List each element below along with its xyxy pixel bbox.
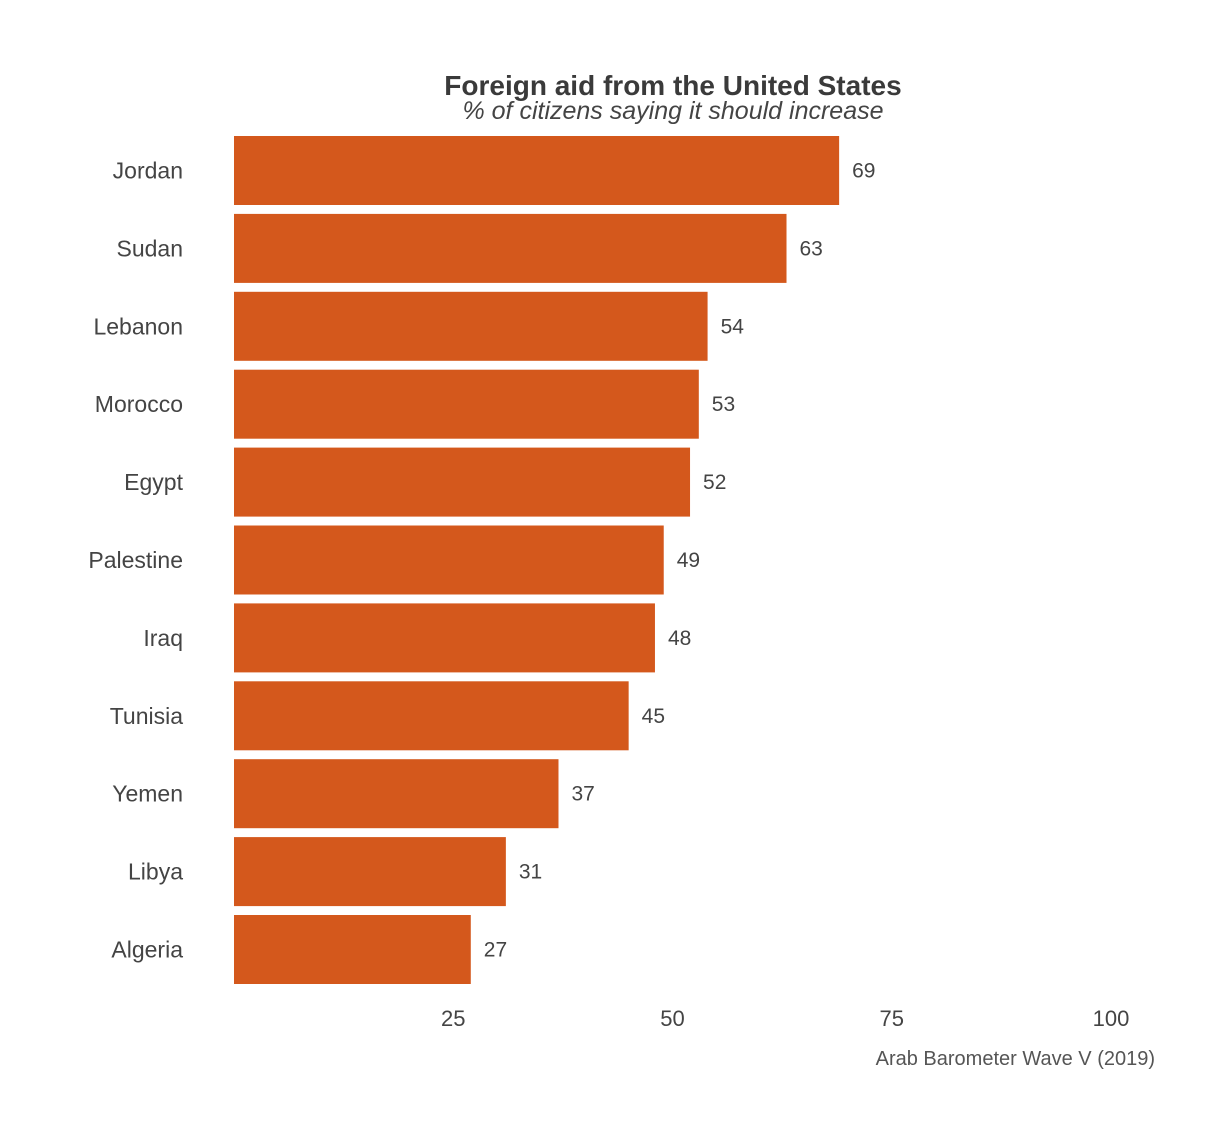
category-labels: Jordan Sudan Lebanon Morocco Egypt Palestine I…: [88, 158, 183, 963]
bar-jordan: [234, 136, 840, 205]
value-label: 37: [571, 783, 594, 806]
category-label: Yemen: [112, 781, 183, 807]
value-label: 52: [703, 471, 726, 494]
bar-tunisia: [234, 681, 629, 751]
category-label: Palestine: [88, 547, 183, 573]
category-label: Lebanon: [93, 313, 183, 339]
chart-title: Foreign aid from the United States: [444, 70, 901, 101]
bar-iraq: [234, 603, 655, 673]
value-label: 49: [677, 549, 700, 572]
category-label: Libya: [128, 859, 183, 885]
value-label: 48: [668, 627, 691, 650]
bar-yemen: [234, 759, 559, 829]
category-label: Tunisia: [110, 703, 183, 729]
value-label: 27: [484, 939, 507, 962]
x-tick-label: 75: [880, 1006, 904, 1031]
chart-caption: Arab Barometer Wave V (2019): [876, 1048, 1155, 1070]
category-label: Sudan: [116, 235, 183, 261]
bars-group: [234, 136, 840, 984]
value-labels: 69 63 54 53 52 49 48 45 37 31 27: [484, 160, 876, 962]
category-label: Algeria: [111, 937, 183, 963]
category-label: Morocco: [95, 391, 183, 417]
bar-morocco: [234, 369, 699, 439]
chart-subtitle: % of citizens saying it should increase: [462, 97, 883, 125]
value-label: 45: [642, 705, 665, 728]
bar-sudan: [234, 213, 787, 283]
category-label: Jordan: [113, 158, 183, 184]
x-tick-label: 25: [441, 1006, 465, 1031]
value-label: 54: [721, 315, 745, 338]
x-tick-label: 50: [660, 1006, 684, 1031]
value-label: 69: [852, 160, 875, 183]
value-label: 63: [800, 237, 823, 260]
value-label: 53: [712, 393, 735, 416]
value-label: 31: [519, 861, 542, 884]
bar-algeria: [234, 915, 471, 984]
bar-lebanon: [234, 291, 708, 361]
bar-egypt: [234, 447, 691, 517]
x-tick-label: 100: [1093, 1006, 1130, 1031]
bar-libya: [234, 837, 506, 907]
category-label: Egypt: [124, 469, 183, 495]
category-label: Iraq: [143, 625, 183, 651]
x-axis-ticks: 25 50 75 100: [441, 1006, 1129, 1031]
bar-palestine: [234, 525, 664, 595]
